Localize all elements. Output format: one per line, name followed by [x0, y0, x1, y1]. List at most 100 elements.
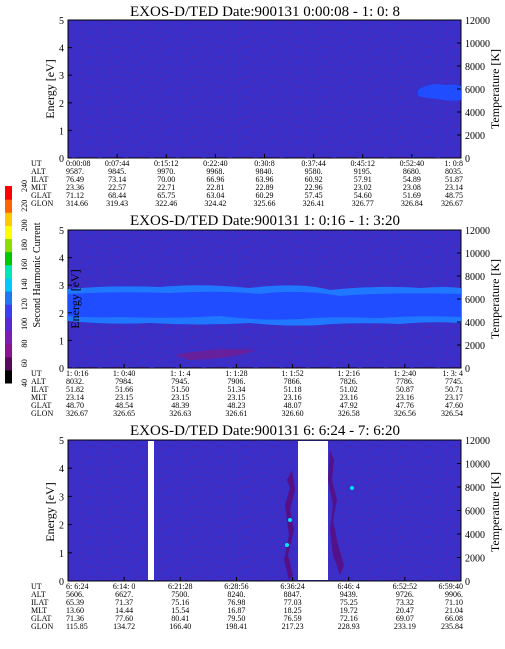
panel-1-xticks	[67, 154, 462, 158]
table-cell: 7826.	[340, 377, 358, 386]
table-cell: 48.07	[284, 401, 302, 410]
panel-1-band-patch	[418, 84, 461, 101]
colorbar-block	[5, 291, 12, 305]
colorbar-block	[5, 277, 12, 292]
table-row-label: GLAT	[31, 614, 52, 623]
table-cell: 22.71	[157, 183, 175, 192]
table-cell: 1: 1: 4	[170, 369, 190, 378]
table-cell: 7745.	[445, 377, 463, 386]
panel-2-orbit-table: UT 1: 0:16 1: 0:40 1: 1: 4 1: 1:28 1: 1:52 1: …	[31, 369, 463, 418]
table-cell: 8847.	[284, 590, 302, 599]
table-cell: 7906.	[227, 377, 245, 386]
y2-tick-label: 0	[465, 577, 470, 588]
y-tick-label: 1	[59, 336, 64, 347]
table-cell: 324.42	[204, 199, 226, 208]
y-tick-label: 4	[59, 44, 64, 55]
table-row-label: GLAT	[31, 191, 52, 200]
y-tick-label: 5	[59, 16, 64, 27]
panel-2-xticks	[67, 364, 462, 368]
table-cell: 57.45	[305, 191, 323, 200]
table-cell: 8240.	[227, 590, 245, 599]
table-cell: 1: 1:28	[225, 369, 247, 378]
table-cell: 54.60	[354, 191, 372, 200]
table-cell: 0:52:40	[400, 159, 424, 168]
colorbar-tick-label: 80	[20, 340, 29, 348]
panel-3-data-gap-1	[148, 441, 154, 580]
table-cell: 9906.	[445, 590, 463, 599]
table-cell: 79.50	[227, 614, 245, 623]
table-cell: 48.70	[66, 401, 84, 410]
table-cell: 5606.	[66, 590, 84, 599]
table-cell: 22.81	[206, 183, 224, 192]
table-cell: 1: 2:40	[394, 369, 416, 378]
table-cell: 73.14	[108, 175, 126, 184]
table-row-label: MLT	[31, 606, 47, 615]
y-tick-label: 4	[59, 254, 64, 265]
table-row-label: ILAT	[31, 598, 48, 607]
y2-tick-label: 8000	[465, 272, 485, 283]
y-tick-label: 4	[59, 464, 64, 475]
table-cell: 15.54	[171, 606, 189, 615]
table-cell: 6:36:24	[280, 582, 304, 591]
table-cell: 6:14: 0	[113, 582, 135, 591]
table-cell: 1: 0:16	[66, 369, 88, 378]
panel-1-y2ticks: 0 2000 4000 6000 8000 10000 12000	[457, 16, 490, 165]
table-cell: 48.75	[445, 191, 463, 200]
table-cell: 13.60	[66, 606, 84, 615]
table-cell: 322.46	[155, 199, 177, 208]
table-cell: 21.04	[445, 606, 463, 615]
colorbar: 40 60 80 100 120 140 160 180 200 220 240 Second Ha…	[5, 180, 43, 387]
table-cell: 198.41	[225, 622, 247, 631]
table-cell: 134.72	[113, 622, 135, 631]
panel-2-low-energy-patch	[175, 349, 255, 360]
table-cell: 9970.	[157, 167, 175, 176]
y-tick-label: 0	[59, 577, 64, 588]
colorbar-tick-label: 60	[20, 359, 29, 367]
table-cell: 319.43	[106, 199, 128, 208]
table-cell: 7866.	[284, 377, 302, 386]
table-cell: 9195.	[354, 167, 372, 176]
colorbar-block	[5, 356, 12, 371]
panel-3-spot-3	[350, 486, 354, 490]
table-cell: 326.77	[352, 199, 374, 208]
y2-tick-label: 10000	[465, 460, 490, 471]
table-cell: 9439.	[340, 590, 358, 599]
table-cell: 233.19	[394, 622, 416, 631]
panel-2-title: EXOS-D/TED Date:900131 1: 0:16 - 1: 3:20	[130, 213, 400, 229]
panel-2-ylabel: Energy [eV]	[68, 269, 82, 328]
table-cell: 9840.	[256, 167, 274, 176]
table-cell: 8032.	[66, 377, 84, 386]
colorbar-tick-label: 120	[20, 298, 29, 310]
table-cell: 63.96	[256, 175, 274, 184]
y2-tick-label: 4000	[465, 530, 485, 541]
table-row-label: ALT	[31, 377, 46, 386]
table-row-label: GLON	[31, 622, 53, 631]
table-cell: 0:30:8	[254, 159, 274, 168]
colorbar-ticks: 40 60 80 100 120 140 160 180 200 220 240	[20, 180, 29, 387]
panel-3-streak-1	[284, 470, 295, 580]
table-cell: 9968.	[206, 167, 224, 176]
table-cell: 7984.	[115, 377, 133, 386]
table-cell: 0:37:44	[301, 159, 325, 168]
table-cell: 9580.	[305, 167, 323, 176]
panel-1-y2label: Temperature [K]	[488, 49, 502, 129]
table-cell: 77.60	[115, 614, 133, 623]
panel-3: EXOS-D/TED Date:900131 6: 6:24 - 7: 6:20…	[31, 423, 502, 631]
table-row-label: UT	[31, 159, 42, 168]
table-row-label: GLON	[31, 199, 53, 208]
table-cell: 66.08	[445, 614, 463, 623]
y2-tick-label: 0	[465, 364, 470, 375]
table-row-label: UT	[31, 582, 42, 591]
table-cell: 50.87	[396, 385, 414, 394]
y-tick-label: 5	[59, 436, 64, 447]
colorbar-block	[5, 330, 12, 345]
colorbar-block	[5, 369, 12, 384]
table-cell: 51.69	[403, 191, 421, 200]
table-cell: 115.85	[66, 622, 88, 631]
y-tick-label: 3	[59, 492, 64, 503]
table-cell: 71.37	[115, 598, 133, 607]
table-cell: 23.15	[115, 393, 133, 402]
table-row-label: ALT	[31, 167, 46, 176]
table-row-label: ILAT	[31, 385, 48, 394]
